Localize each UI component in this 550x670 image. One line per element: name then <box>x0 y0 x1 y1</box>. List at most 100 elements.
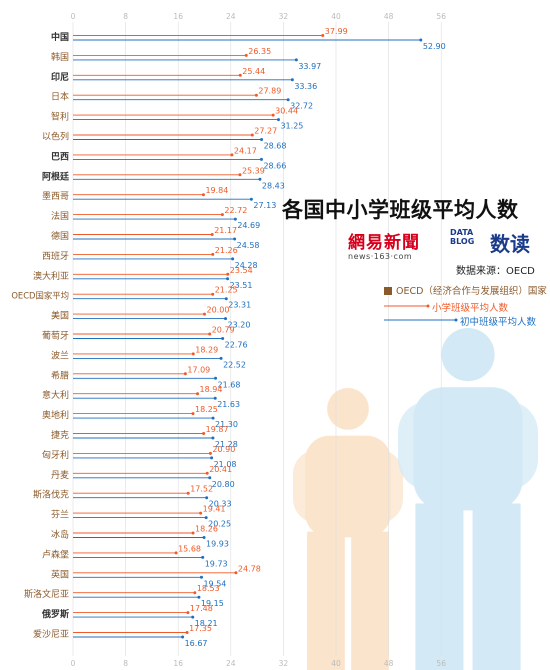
category-label: 中国 <box>51 31 69 43</box>
category-label: 日本 <box>51 91 69 103</box>
data-label-primary: 26.35 <box>248 47 271 56</box>
legend-oecd: OECD（经济合作与发展组织）国家 <box>384 283 547 297</box>
category-label: 丹麦 <box>51 469 69 481</box>
data-label-secondary: 27.13 <box>253 201 276 210</box>
data-label-primary: 27.89 <box>258 87 281 96</box>
data-label-secondary: 20.80 <box>212 480 235 489</box>
data-label-primary: 18.94 <box>200 385 223 394</box>
figure-primary-backpack <box>293 450 403 523</box>
category-label: 波兰 <box>51 349 69 361</box>
x-tick-label: 56 <box>436 12 446 21</box>
data-label-primary: 24.78 <box>238 564 261 573</box>
data-label-primary: 19.84 <box>205 186 228 195</box>
netease-logo-text: 網易新聞 <box>348 228 420 253</box>
data-source: 数据来源：OECD <box>456 262 535 277</box>
legend-secondary-label: 初中班级平均人数 <box>460 317 536 328</box>
chart-row: 日本 27.89 32.72 <box>51 87 313 111</box>
category-label: 冰岛 <box>51 529 69 541</box>
category-label: 德国 <box>51 230 69 242</box>
category-label: 澳大利亚 <box>33 270 69 282</box>
category-label: 芬兰 <box>51 509 69 521</box>
x-tick-label-bottom: 24 <box>226 659 236 668</box>
chart-row: 阿根廷 25.39 28.43 <box>42 166 285 190</box>
data-label-secondary: 23.31 <box>228 301 251 310</box>
category-label: 捷克 <box>51 429 69 441</box>
data-label-primary: 30.44 <box>275 107 298 116</box>
legend-oecd-swatch <box>384 287 392 295</box>
netease-logo-subtext: news·163·com <box>348 252 420 261</box>
x-tick-label: 16 <box>173 12 183 21</box>
x-tick-label-bottom: 16 <box>173 659 183 668</box>
chart-row: 韩国 26.35 33.97 <box>51 47 321 71</box>
category-label: 西班牙 <box>42 250 69 262</box>
chart-row: 捷克 19.87 21.28 <box>51 425 238 449</box>
data-label-primary: 37.99 <box>325 27 348 36</box>
figure-primary <box>293 388 403 670</box>
data-label-secondary: 19.73 <box>205 559 228 568</box>
category-label: 爱沙尼亚 <box>33 629 69 640</box>
data-label-primary: 20.00 <box>207 306 230 315</box>
x-tick-label-bottom: 32 <box>279 659 289 668</box>
x-tick-label-bottom: 8 <box>123 659 128 668</box>
category-label: 墨西哥 <box>42 191 69 202</box>
data-label-primary: 22.72 <box>224 206 247 215</box>
data-label-primary: 21.26 <box>215 246 238 255</box>
figure-primary-leg-right <box>351 532 389 670</box>
category-label: 智利 <box>51 111 69 123</box>
category-label: OECD国家平均 <box>11 291 69 301</box>
figure-primary-head <box>327 388 369 430</box>
category-label: 印尼 <box>51 71 69 83</box>
data-label-secondary: 21.63 <box>217 400 240 409</box>
legend-oecd-label: OECD（经济合作与发展组织）国家 <box>396 286 547 297</box>
data-label-primary: 19.87 <box>206 425 229 434</box>
figure-primary-leg-left <box>307 532 345 670</box>
data-label-secondary: 33.97 <box>298 62 321 71</box>
figure-secondary-leg-right <box>473 503 521 670</box>
data-label-primary: 18.53 <box>197 584 220 593</box>
x-tick-label: 48 <box>384 12 394 21</box>
data-label-primary: 18.29 <box>195 345 218 354</box>
page-title: 各国中小学班级平均人数 <box>282 194 519 224</box>
category-label: 希腊 <box>51 369 69 381</box>
chart-row: 爱沙尼亚 17.35 16.67 <box>33 624 212 648</box>
data-label-primary: 20.79 <box>212 326 235 335</box>
data-label-secondary: 52.90 <box>423 42 446 51</box>
figure-secondary-backpack <box>398 401 538 490</box>
x-tick-label-bottom: 40 <box>331 659 341 668</box>
category-label: 英国 <box>51 568 69 580</box>
category-label: 卢森堡 <box>42 548 69 560</box>
data-label-secondary: 24.58 <box>237 241 260 250</box>
category-label: 韩国 <box>51 51 69 63</box>
figure-secondary-leg-left <box>415 503 463 670</box>
category-label: 以色列 <box>42 131 69 143</box>
data-label-secondary: 28.68 <box>264 142 287 151</box>
datablog-word-2: BLOG <box>450 237 488 246</box>
category-label: 奥地利 <box>42 409 69 421</box>
x-tick-label-bottom: 56 <box>436 659 446 668</box>
category-label: 斯洛文尼亚 <box>24 588 69 600</box>
legend-primary: 小学班级平均人数 <box>432 300 508 314</box>
data-label-secondary: 28.66 <box>263 161 286 170</box>
x-tick-label-bottom: 0 <box>71 659 76 668</box>
data-label-secondary: 22.52 <box>223 360 246 369</box>
data-label-primary: 23.54 <box>230 266 253 275</box>
category-label: 意大利 <box>42 389 69 401</box>
data-label-secondary: 19.93 <box>206 540 229 549</box>
legend-primary-label: 小学班级平均人数 <box>432 303 508 314</box>
category-label: 葡萄牙 <box>42 330 69 342</box>
data-label-secondary: 22.76 <box>225 341 248 350</box>
x-tick-label: 32 <box>279 12 289 21</box>
x-tick-label: 24 <box>226 12 236 21</box>
x-tick-label-bottom: 48 <box>384 659 394 668</box>
chart-row: 英国24.7819.54 <box>51 564 261 588</box>
datablog-word-1: DATA <box>450 228 488 237</box>
data-label-secondary: 24.69 <box>237 221 260 230</box>
figure-secondary-head <box>441 328 494 381</box>
chart-row: 波兰 18.29 22.52 <box>51 345 246 369</box>
x-tick-label: 8 <box>123 12 128 21</box>
data-label-primary: 15.68 <box>178 544 201 553</box>
chart-row: 匈牙利20.9021.08 <box>42 445 237 469</box>
category-label: 俄罗斯 <box>41 608 69 620</box>
data-label-primary: 25.44 <box>242 67 265 76</box>
